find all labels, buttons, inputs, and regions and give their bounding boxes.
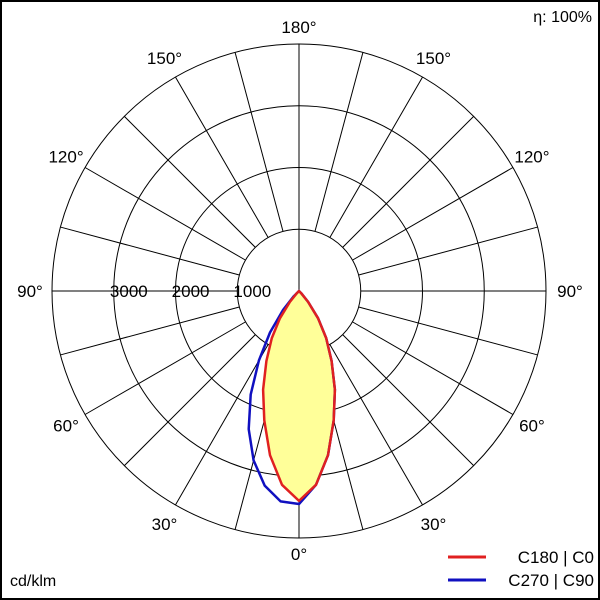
grid-spoke-255 — [60, 226, 240, 276]
angle-label-10: 30° — [421, 515, 447, 534]
radial-tick-1000: 1000 — [233, 282, 271, 301]
grid-spoke-300 — [84, 321, 246, 415]
grid-spoke-150 — [329, 76, 423, 238]
polar-grid — [51, 43, 547, 539]
angle-label-8: 60° — [519, 417, 545, 436]
grid-spoke-225 — [123, 115, 256, 248]
radial-tick-3000: 3000 — [110, 282, 148, 301]
grid-spoke-30 — [329, 344, 423, 506]
efficiency-label: η: 100% — [533, 9, 592, 26]
angle-label-7: 60° — [53, 417, 79, 436]
grid-spoke-60 — [352, 321, 514, 415]
radial-tick-2000: 2000 — [172, 282, 210, 301]
angle-label-1: 150° — [147, 49, 182, 68]
grid-spoke-330 — [175, 344, 269, 506]
angle-label-0: 180° — [281, 18, 316, 37]
grid-spoke-285 — [60, 306, 240, 356]
angle-label-2: 150° — [416, 49, 451, 68]
curve-layer — [247, 289, 337, 506]
label-layer: 180° 150° 150° 120° 120° 90° 90° 60° 60° 30° 30° 0°… — [17, 18, 583, 564]
grid-spoke-240 — [84, 167, 246, 261]
grid-spoke-45 — [342, 334, 475, 467]
angle-label-9: 30° — [152, 515, 178, 534]
grid-spoke-120 — [352, 167, 514, 261]
curve-series-0 — [261, 289, 337, 503]
angle-label-5: 90° — [17, 282, 43, 301]
angle-label-6: 90° — [557, 282, 583, 301]
grid-spoke-105 — [358, 226, 538, 276]
angle-label-3: 120° — [48, 148, 83, 167]
unit-label: cd/klm — [10, 573, 56, 590]
legend: C180 | C0 C270 | C90 — [448, 548, 594, 590]
angle-label-4: 120° — [514, 148, 549, 167]
legend-label-c90: C270 | C90 — [508, 571, 594, 590]
angle-label-11: 0° — [291, 545, 307, 564]
grid-spoke-210 — [175, 76, 269, 238]
legend-label-c0: C180 | C0 — [518, 548, 594, 567]
curve-fill — [263, 291, 335, 501]
grid-spoke-75 — [358, 306, 538, 356]
grid-spoke-315 — [123, 334, 256, 467]
grid-spoke-165 — [314, 52, 364, 232]
grid-spoke-135 — [342, 115, 475, 248]
grid-spoke-195 — [234, 52, 284, 232]
